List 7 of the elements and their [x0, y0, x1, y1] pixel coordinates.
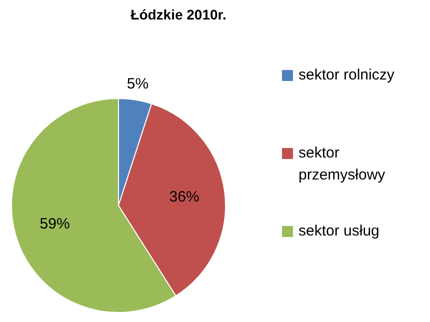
- chart-title: Łódzkie 2010r.: [130, 6, 226, 22]
- legend-label: sektor usług: [298, 222, 380, 240]
- legend-label: sektor rolniczy: [298, 66, 395, 84]
- data-label: 5%: [126, 75, 149, 92]
- data-label: 36%: [169, 188, 200, 206]
- legend-label: sektor przemysłowy: [298, 144, 386, 184]
- data-label: 59%: [40, 216, 70, 233]
